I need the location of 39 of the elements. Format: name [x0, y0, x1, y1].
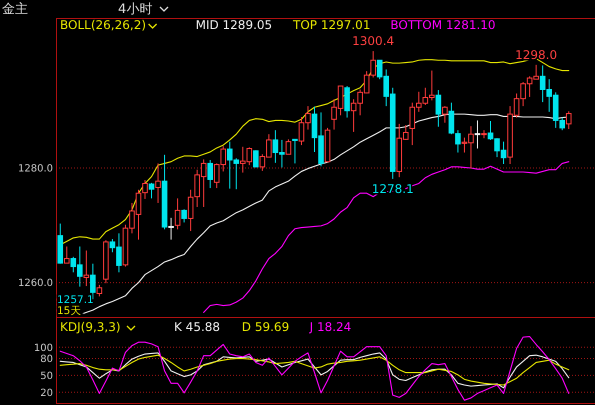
y-tick-label: 1260.0: [18, 278, 53, 290]
y-tick-label: 50: [40, 370, 53, 382]
candlestick: [344, 86, 350, 118]
candlestick: [207, 159, 213, 189]
candlestick: [181, 208, 187, 223]
y-tick-label: 80: [40, 354, 53, 366]
candlestick: [84, 250, 90, 287]
legend-title: BOLL(26,26,2): [60, 18, 146, 32]
candlestick: [168, 217, 174, 240]
y-tick-label: 100: [34, 342, 53, 354]
candlestick: [148, 182, 154, 199]
text: D 59.69: [242, 320, 290, 334]
legend-title: KDJ(9,3,3): [60, 320, 121, 334]
candlestick: [286, 138, 292, 155]
series-label: K 45.88: [174, 320, 220, 334]
candlestick: [474, 120, 480, 150]
candlestick: [96, 284, 102, 297]
annotation: 1257.1: [57, 294, 94, 306]
candlestick: [155, 162, 161, 204]
candlestick: [436, 90, 442, 128]
line-series: [60, 336, 570, 401]
y-tick-label: 1280.0: [18, 164, 53, 174]
y-tick-label: 20: [40, 388, 53, 399]
annotation: 1298.0: [515, 48, 558, 62]
annotation: 15天: [57, 305, 82, 317]
candlestick: [566, 110, 572, 130]
candlestick: [292, 138, 298, 164]
annotation: 1300.4: [352, 34, 394, 48]
series-label: J 18.24: [308, 320, 352, 334]
text: TOP 1297.01: [292, 18, 370, 32]
chart-subtitle: 4小时: [118, 2, 152, 17]
annotation: 1278.1: [372, 182, 414, 196]
text: MID 1289.05: [196, 18, 272, 32]
candlestick: [64, 246, 70, 264]
candlestick: [174, 198, 180, 230]
text: BOTTOM 1281.10: [390, 18, 496, 32]
candlestick: [442, 106, 448, 124]
candlestick: [253, 150, 259, 168]
chart-title: 金主: [2, 1, 28, 17]
